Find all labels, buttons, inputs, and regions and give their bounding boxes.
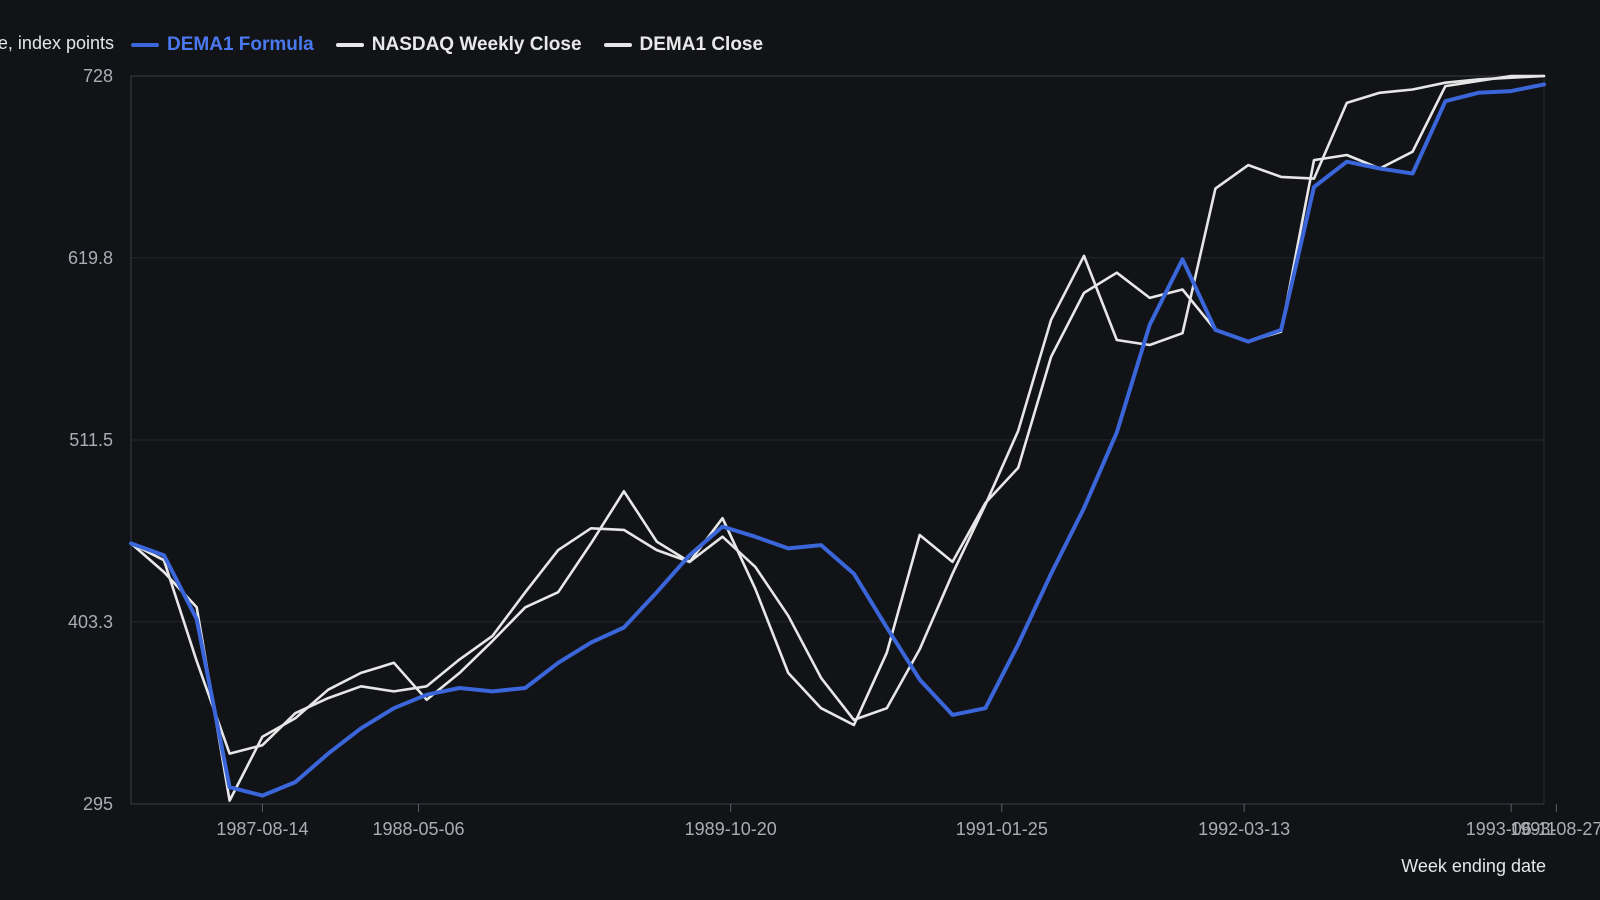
legend: DEMA1 Formula NASDAQ Weekly Close DEMA1 Cl… bbox=[131, 34, 763, 56]
y-axis-title: Close, index points bbox=[0, 33, 114, 53]
x-axis-title: Week ending date bbox=[1401, 856, 1546, 876]
legend-swatch bbox=[603, 43, 632, 47]
legend-label: DEMA1 Close bbox=[639, 34, 764, 55]
series-line-nasdaq-weekly-close bbox=[129, 74, 1546, 802]
y-tick-label: 619.8 bbox=[68, 248, 113, 268]
x-tick-label: 1987-08-14 bbox=[216, 819, 308, 839]
x-tick-label: 1993-06-11 bbox=[1466, 819, 1557, 839]
legend-item[interactable]: NASDAQ Weekly Close bbox=[335, 34, 582, 56]
legend-label: NASDAQ Weekly Close bbox=[371, 34, 582, 55]
series-layer bbox=[129, 74, 1546, 802]
series-line-dema1-formula bbox=[129, 82, 1546, 798]
x-tick-label: 1988-05-06 bbox=[372, 819, 464, 839]
x-tick-label: 1992-03-13 bbox=[1198, 819, 1290, 839]
legend-swatch bbox=[131, 43, 159, 47]
legend-item[interactable]: DEMA1 Close bbox=[603, 34, 764, 56]
y-tick-label: 295 bbox=[83, 794, 113, 814]
y-tick-label: 511.5 bbox=[69, 430, 113, 450]
y-tick-label: 403.3 bbox=[68, 612, 113, 632]
series-line-dema1-close bbox=[129, 74, 1546, 755]
x-tick-label: 1991-01-25 bbox=[956, 819, 1048, 839]
grid-layer bbox=[131, 75, 1544, 623]
x-tick-label: 1993-08-27 bbox=[1510, 819, 1600, 839]
axis-layer bbox=[130, 76, 1545, 805]
legend-label: DEMA1 Formula bbox=[167, 34, 314, 55]
legend-swatch bbox=[335, 43, 364, 47]
tick-layer: 295 403.3 511.5 619.8 728 1987-08-14 1988-05-0… bbox=[68, 66, 1600, 839]
x-tick-label: 1989-10-20 bbox=[685, 819, 777, 839]
legend-item[interactable]: DEMA1 Formula bbox=[131, 34, 314, 56]
y-tick-label: 728 bbox=[83, 66, 113, 86]
